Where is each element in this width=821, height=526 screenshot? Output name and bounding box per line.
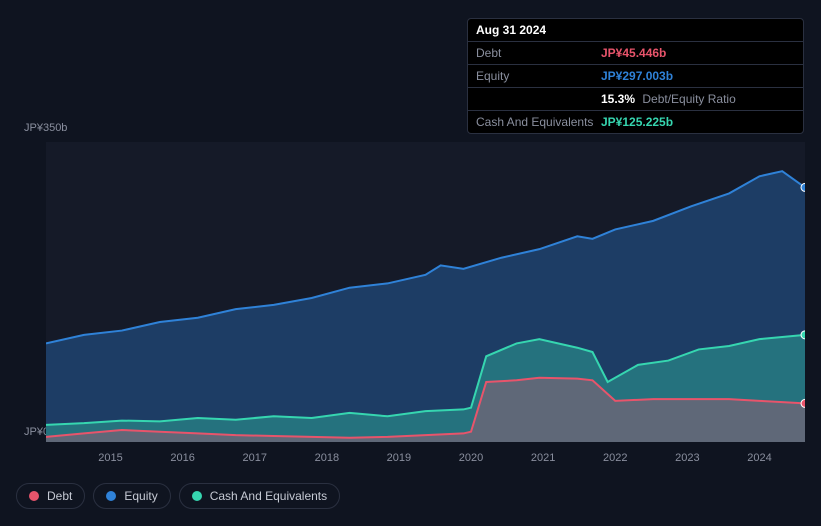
x-tick: 2016: [170, 452, 194, 464]
tooltip-row-ratio: 15.3% Debt/Equity Ratio: [468, 88, 803, 111]
x-tick: 2015: [98, 452, 122, 464]
chart-tooltip: Aug 31 2024 Debt JP¥45.446b Equity JP¥29…: [467, 18, 804, 134]
legend-swatch: [192, 491, 202, 501]
x-tick: 2023: [675, 452, 699, 464]
legend-item-equity[interactable]: Equity: [93, 483, 170, 509]
legend-label: Cash And Equivalents: [210, 489, 327, 503]
endpoint-cash: [801, 331, 805, 339]
y-axis-max-label: JP¥350b: [24, 122, 67, 134]
legend-item-cash-and-equivalents[interactable]: Cash And Equivalents: [179, 483, 340, 509]
endpoint-equity: [801, 183, 805, 191]
x-tick: 2022: [603, 452, 627, 464]
legend-swatch: [29, 491, 39, 501]
x-axis: 2015 2016 2017 2018 2019 2020 2021 2022 2023 2024: [46, 446, 805, 466]
chart-svg: [46, 142, 805, 442]
tooltip-label: Equity: [476, 69, 601, 83]
tooltip-value: JP¥45.446b: [601, 46, 666, 60]
endpoint-debt: [801, 399, 805, 407]
chart-plot[interactable]: [46, 142, 805, 442]
x-tick: 2021: [531, 452, 555, 464]
tooltip-label: Cash And Equivalents: [476, 115, 601, 129]
legend-label: Equity: [124, 489, 157, 503]
x-tick: 2019: [387, 452, 411, 464]
tooltip-value: JP¥297.003b: [601, 69, 673, 83]
tooltip-row-equity: Equity JP¥297.003b: [468, 65, 803, 88]
tooltip-value: 15.3%: [601, 92, 635, 106]
legend-swatch: [106, 491, 116, 501]
chart-legend: Debt Equity Cash And Equivalents: [16, 483, 340, 509]
tooltip-suffix: Debt/Equity Ratio: [642, 92, 735, 106]
x-tick: 2018: [315, 452, 339, 464]
x-tick: 2020: [459, 452, 483, 464]
chart-container: Aug 31 2024 Debt JP¥45.446b Equity JP¥29…: [0, 0, 821, 526]
tooltip-row-debt: Debt JP¥45.446b: [468, 42, 803, 65]
tooltip-label: Debt: [476, 46, 601, 60]
x-tick: 2017: [242, 452, 266, 464]
chart-area: JP¥350b JP¥0 201520162017201820192020202…: [16, 120, 805, 500]
legend-item-debt[interactable]: Debt: [16, 483, 85, 509]
tooltip-value: JP¥125.225b: [601, 115, 673, 129]
tooltip-date: Aug 31 2024: [468, 19, 803, 42]
legend-label: Debt: [47, 489, 72, 503]
tooltip-label: [476, 92, 601, 106]
x-tick: 2024: [747, 452, 771, 464]
tooltip-row-cash: Cash And Equivalents JP¥125.225b: [468, 111, 803, 133]
